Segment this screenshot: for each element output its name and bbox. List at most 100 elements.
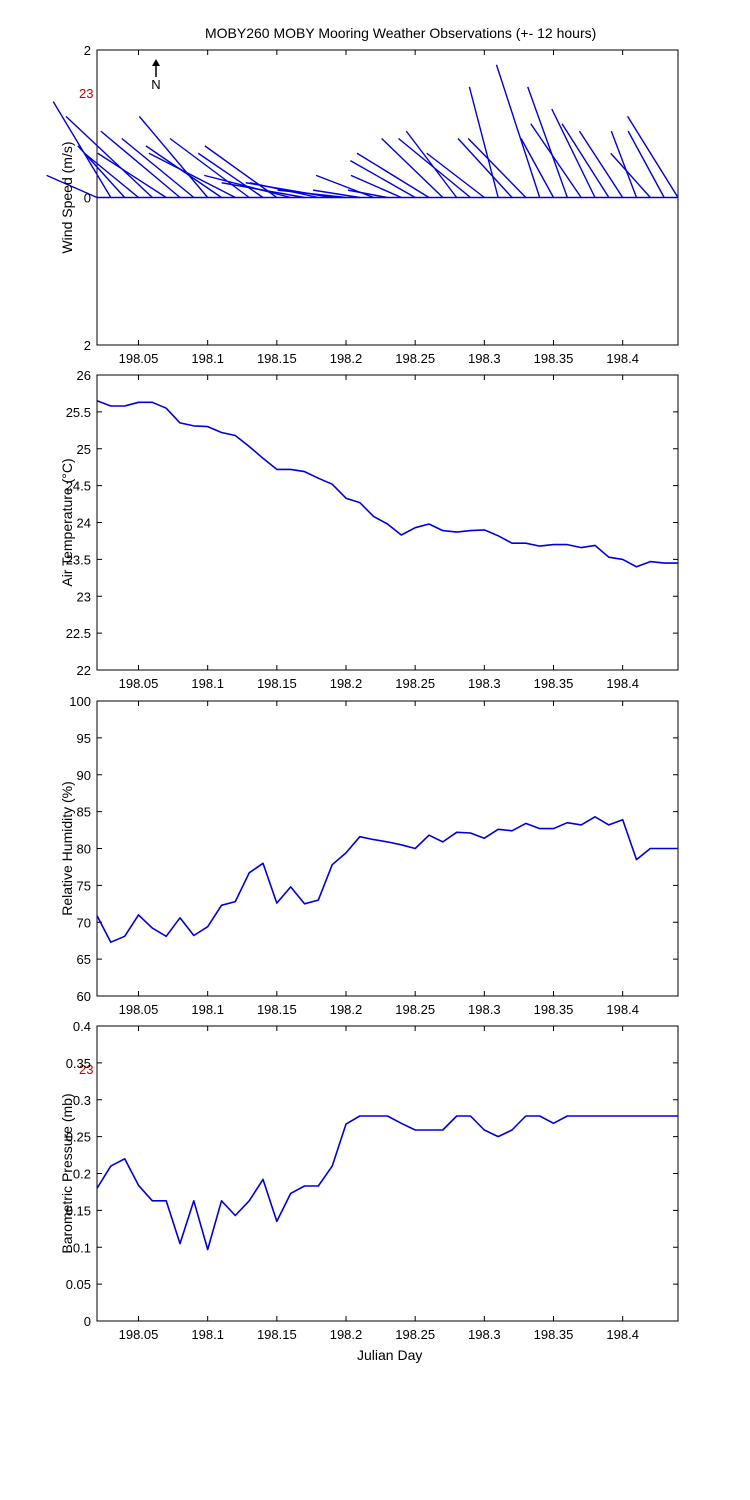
y-tick-label: 65 [77,952,91,967]
panel-2 [96,374,679,671]
plot-frame [96,374,679,671]
x-tick-label: 198.2 [330,676,363,691]
wind-stick [350,174,402,199]
wind-stick [100,130,181,199]
y-tick-label: 26 [77,368,91,383]
x-tick-label: 198.25 [395,676,435,691]
wind-stick [312,189,360,199]
page-title: MOBY260 MOBY Mooring Weather Observation… [205,25,597,41]
x-tick-label: 198.2 [330,1002,363,1017]
y-tick-label: 23.5 [66,552,91,567]
wind-stick [204,145,278,199]
y-tick-label: 0.25 [66,1130,91,1145]
y-tick-label: 0.4 [73,1019,91,1034]
x-tick-label: 198.15 [257,351,297,366]
x-tick-label: 198.35 [534,1327,574,1342]
x-tick-label: 198.35 [534,676,574,691]
y-tick-label: 95 [77,731,91,746]
y-tick-label: 70 [77,915,91,930]
x-tick-label: 198.15 [257,676,297,691]
y-tick-label: 22 [77,663,91,678]
wind-stick [204,174,291,199]
wind-stick [578,130,624,198]
x-tick-label: 198.15 [257,1002,297,1017]
wind-stick [495,64,541,198]
wind-stick [350,160,416,199]
x-tick-label: 198.35 [534,351,574,366]
north-arrow-head-icon [152,59,160,66]
wind-stick [398,137,471,199]
x-tick-label: 198.05 [119,351,159,366]
x-tick-label: 198.4 [606,351,639,366]
wind-stick [405,130,458,198]
wind-stick [627,130,665,198]
x-tick-label: 198.3 [468,351,501,366]
red-mark-top: 23 [79,86,94,101]
wind-stick [561,123,610,198]
x-tick-label: 198.2 [330,351,363,366]
x-tick-label: 198.05 [119,676,159,691]
wind-stick [551,108,596,198]
y-tick-label: 25 [77,442,91,457]
y-axis-label: Relative Humidity (%) [59,781,75,916]
x-tick-label: 198.15 [257,1327,297,1342]
x-tick-label: 198.3 [468,1002,501,1017]
y-tick-label: 0 [84,1314,91,1329]
plot-frame [96,1025,679,1322]
y-tick-label: 24.5 [66,479,91,494]
wind-stick [381,137,444,199]
y-tick-label: 22.5 [66,626,91,641]
x-tick-label: 198.25 [395,351,435,366]
y-tick-label: 0 [84,191,91,206]
x-tick-label: 198.1 [191,1327,224,1342]
x-tick-label: 198.1 [191,676,224,691]
y-tick-label: 0.3 [73,1093,91,1108]
wind-stick [610,130,638,198]
wind-stick [277,189,347,199]
wind-stick [347,189,388,199]
series-line [96,400,678,568]
x-tick-label: 198.3 [468,676,501,691]
x-tick-label: 198.4 [606,676,639,691]
y-tick-label: 60 [77,989,91,1004]
y-tick-label: 24 [77,516,91,531]
wind-stick [84,152,139,199]
wind-stick [530,123,582,198]
red-mark-bottom: 23 [79,1062,94,1077]
wind-stick [138,115,209,198]
wind-stick [65,115,153,199]
wind-stick [315,174,374,199]
wind-stick [468,86,499,198]
wind-stick [457,138,513,198]
y-tick-label: 0.2 [73,1167,91,1182]
x-tick-label: 198.4 [606,1327,639,1342]
wind-stick [356,152,430,199]
wind-stick [426,152,485,199]
y-tick-label: 0.15 [66,1203,91,1218]
series-line [96,815,678,944]
x-tick-label: 198.05 [119,1327,159,1342]
panel-4 [96,1025,679,1322]
x-tick-label: 198.25 [395,1002,435,1017]
y-tick-label: 0.05 [66,1277,91,1292]
x-tick-label: 198.3 [468,1327,501,1342]
wind-stick [467,138,527,198]
x-tick-label: 198.35 [534,1002,574,1017]
x-axis-label: Julian Day [357,1347,423,1363]
wind-stick [527,86,568,198]
north-label: N [151,77,160,92]
y-tick-label: 23 [77,589,91,604]
y-axis-label: Barometric Pressure (mb) [59,1093,75,1253]
y-tick-label: 75 [77,878,91,893]
y-tick-label: 2 [84,338,91,353]
x-tick-label: 198.25 [395,1327,435,1342]
wind-stick [221,182,305,199]
x-tick-label: 198.1 [191,1002,224,1017]
x-tick-label: 198.05 [119,1002,159,1017]
plot-frame [96,700,679,997]
wind-stick [169,137,250,199]
panel-3 [96,700,679,997]
wind-stick [148,152,236,199]
x-tick-label: 198.4 [606,1002,639,1017]
